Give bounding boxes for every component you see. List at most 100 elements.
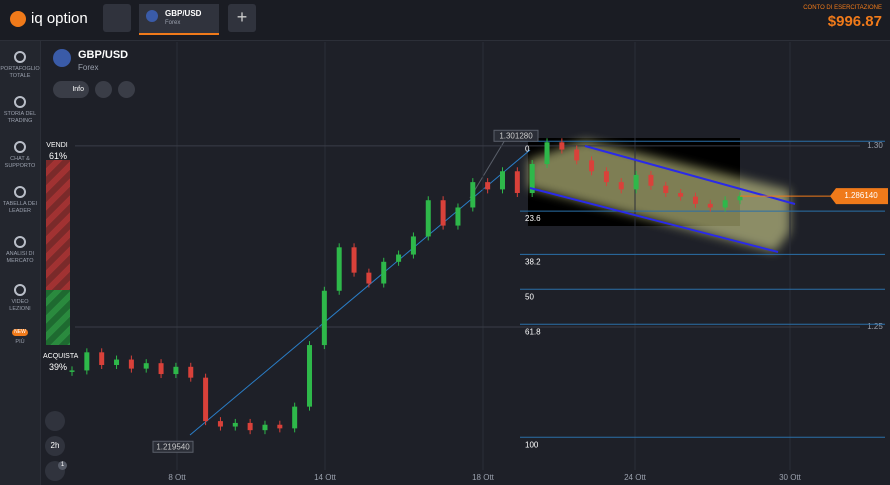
- candle: [366, 272, 372, 284]
- candle: [262, 424, 268, 431]
- fib-label: 38.2: [525, 257, 541, 266]
- sidebar-label: TABELLA DEI LEADER: [2, 201, 38, 214]
- candle: [707, 203, 713, 208]
- candle: [292, 406, 298, 429]
- candle: [307, 345, 313, 407]
- candle: [351, 247, 357, 273]
- fib-label: 100: [525, 440, 539, 449]
- timeframe-button[interactable]: 2h: [45, 436, 65, 456]
- candle: [158, 363, 164, 375]
- candle: [514, 171, 520, 193]
- sidebar-label: PIÙ: [15, 339, 25, 345]
- sidebar-item[interactable]: TABELLA DEI LEADER: [0, 186, 40, 215]
- trend-line: [189, 149, 531, 436]
- logo: iq option: [31, 10, 88, 27]
- sidebar-icon: [14, 51, 26, 63]
- candle: [336, 247, 342, 291]
- add-tab-button[interactable]: +: [228, 4, 256, 32]
- current-price: 1.286140: [844, 191, 878, 200]
- candle: [663, 185, 669, 193]
- balance[interactable]: $996.87: [827, 13, 882, 30]
- logo-icon: [10, 11, 26, 27]
- candle: [574, 149, 580, 161]
- tools-badge: 1: [58, 461, 67, 470]
- x-tick-label: 24 Ott: [624, 473, 647, 482]
- candle: [188, 366, 194, 378]
- x-tick-label: 8 Ott: [168, 473, 186, 482]
- candle: [678, 192, 684, 197]
- channel-lower: [529, 187, 779, 253]
- candle: [381, 261, 387, 284]
- alert-button[interactable]: [95, 81, 112, 98]
- tab-symbol: GBP/USD: [165, 9, 202, 18]
- candle: [499, 171, 505, 190]
- sidebar-label: VIDEO LEZIONI: [9, 299, 31, 312]
- candle: [529, 164, 535, 193]
- candle: [589, 160, 595, 172]
- candle: [648, 174, 654, 186]
- fib-label: 23.6: [525, 214, 541, 223]
- sell-label: VENDI: [46, 142, 68, 149]
- sidebar-icon: [14, 96, 26, 108]
- candle: [203, 377, 209, 422]
- fib-anchor-line: [469, 139, 506, 199]
- candle: [410, 236, 416, 255]
- candle: [247, 422, 253, 431]
- asset-market: Forex: [78, 63, 99, 72]
- buy-bar: [46, 290, 70, 345]
- sidebar-icon: [14, 236, 26, 248]
- asset-symbol[interactable]: GBP/USD: [78, 49, 129, 61]
- sidebar-item[interactable]: CHAT & SUPPORTO: [0, 141, 40, 170]
- sidebar-icon: [14, 186, 26, 198]
- low-label: 1.219540: [156, 442, 190, 451]
- fib-label: 61.8: [525, 327, 541, 336]
- x-tick-label: 30 Ott: [779, 473, 802, 482]
- candle: [470, 182, 476, 208]
- fib-label: 0: [525, 144, 530, 153]
- sidebar-label: STORIA DEL TRADING: [3, 111, 37, 124]
- asset-flag: [53, 49, 71, 67]
- sidebar-item[interactable]: PORTAFOGLIO TOTALE: [0, 51, 40, 80]
- candle: [114, 359, 120, 365]
- chart-type-button[interactable]: [45, 411, 65, 431]
- sidebar-icon: [14, 284, 26, 296]
- favorite-button[interactable]: [118, 81, 135, 98]
- buy-label: ACQUISTA: [43, 353, 79, 360]
- candle: [99, 352, 105, 365]
- x-tick-label: 18 Ott: [472, 473, 495, 482]
- sidebar-item[interactable]: VIDEO LEZIONI: [0, 284, 40, 313]
- asset-tab[interactable]: GBP/USD Forex: [139, 4, 219, 35]
- sidebar-label: ANALISI DI MERCATO: [5, 251, 35, 264]
- candle: [544, 142, 550, 165]
- info-button[interactable]: Info: [53, 81, 89, 98]
- low-label-box: [152, 440, 194, 453]
- current-price-box: [830, 188, 888, 205]
- grid-button[interactable]: [103, 4, 131, 32]
- buy-pct: 39%: [49, 362, 68, 372]
- sell-pct: 61%: [49, 151, 68, 161]
- y-tick-label: 1.30: [867, 141, 883, 150]
- candle: [440, 200, 446, 226]
- candle: [603, 171, 609, 183]
- sidebar: PORTAFOGLIO TOTALE STORIA DEL TRADING CHAT…: [0, 41, 41, 485]
- high-label: 1.301280: [499, 131, 533, 140]
- candle: [396, 254, 402, 262]
- sidebar-item[interactable]: NEW PIÙ: [0, 329, 40, 346]
- sidebar-label: PORTAFOGLIO TOTALE: [0, 66, 40, 79]
- channel-upper: [584, 145, 796, 205]
- top-bar: iq option GBP/USD Forex + CONTO DI ESERC…: [0, 0, 890, 41]
- candle: [618, 182, 624, 190]
- fib-label: 50: [525, 292, 534, 301]
- sidebar-item[interactable]: ANALISI DI MERCATO: [0, 236, 40, 265]
- high-label-box: [493, 129, 539, 142]
- candle: [321, 290, 327, 346]
- flag: [146, 10, 158, 22]
- candle: [173, 366, 179, 375]
- sidebar-item[interactable]: STORIA DEL TRADING: [0, 96, 40, 125]
- candle: [84, 352, 90, 371]
- candle: [232, 422, 238, 427]
- candle: [425, 200, 431, 237]
- candle: [69, 370, 75, 372]
